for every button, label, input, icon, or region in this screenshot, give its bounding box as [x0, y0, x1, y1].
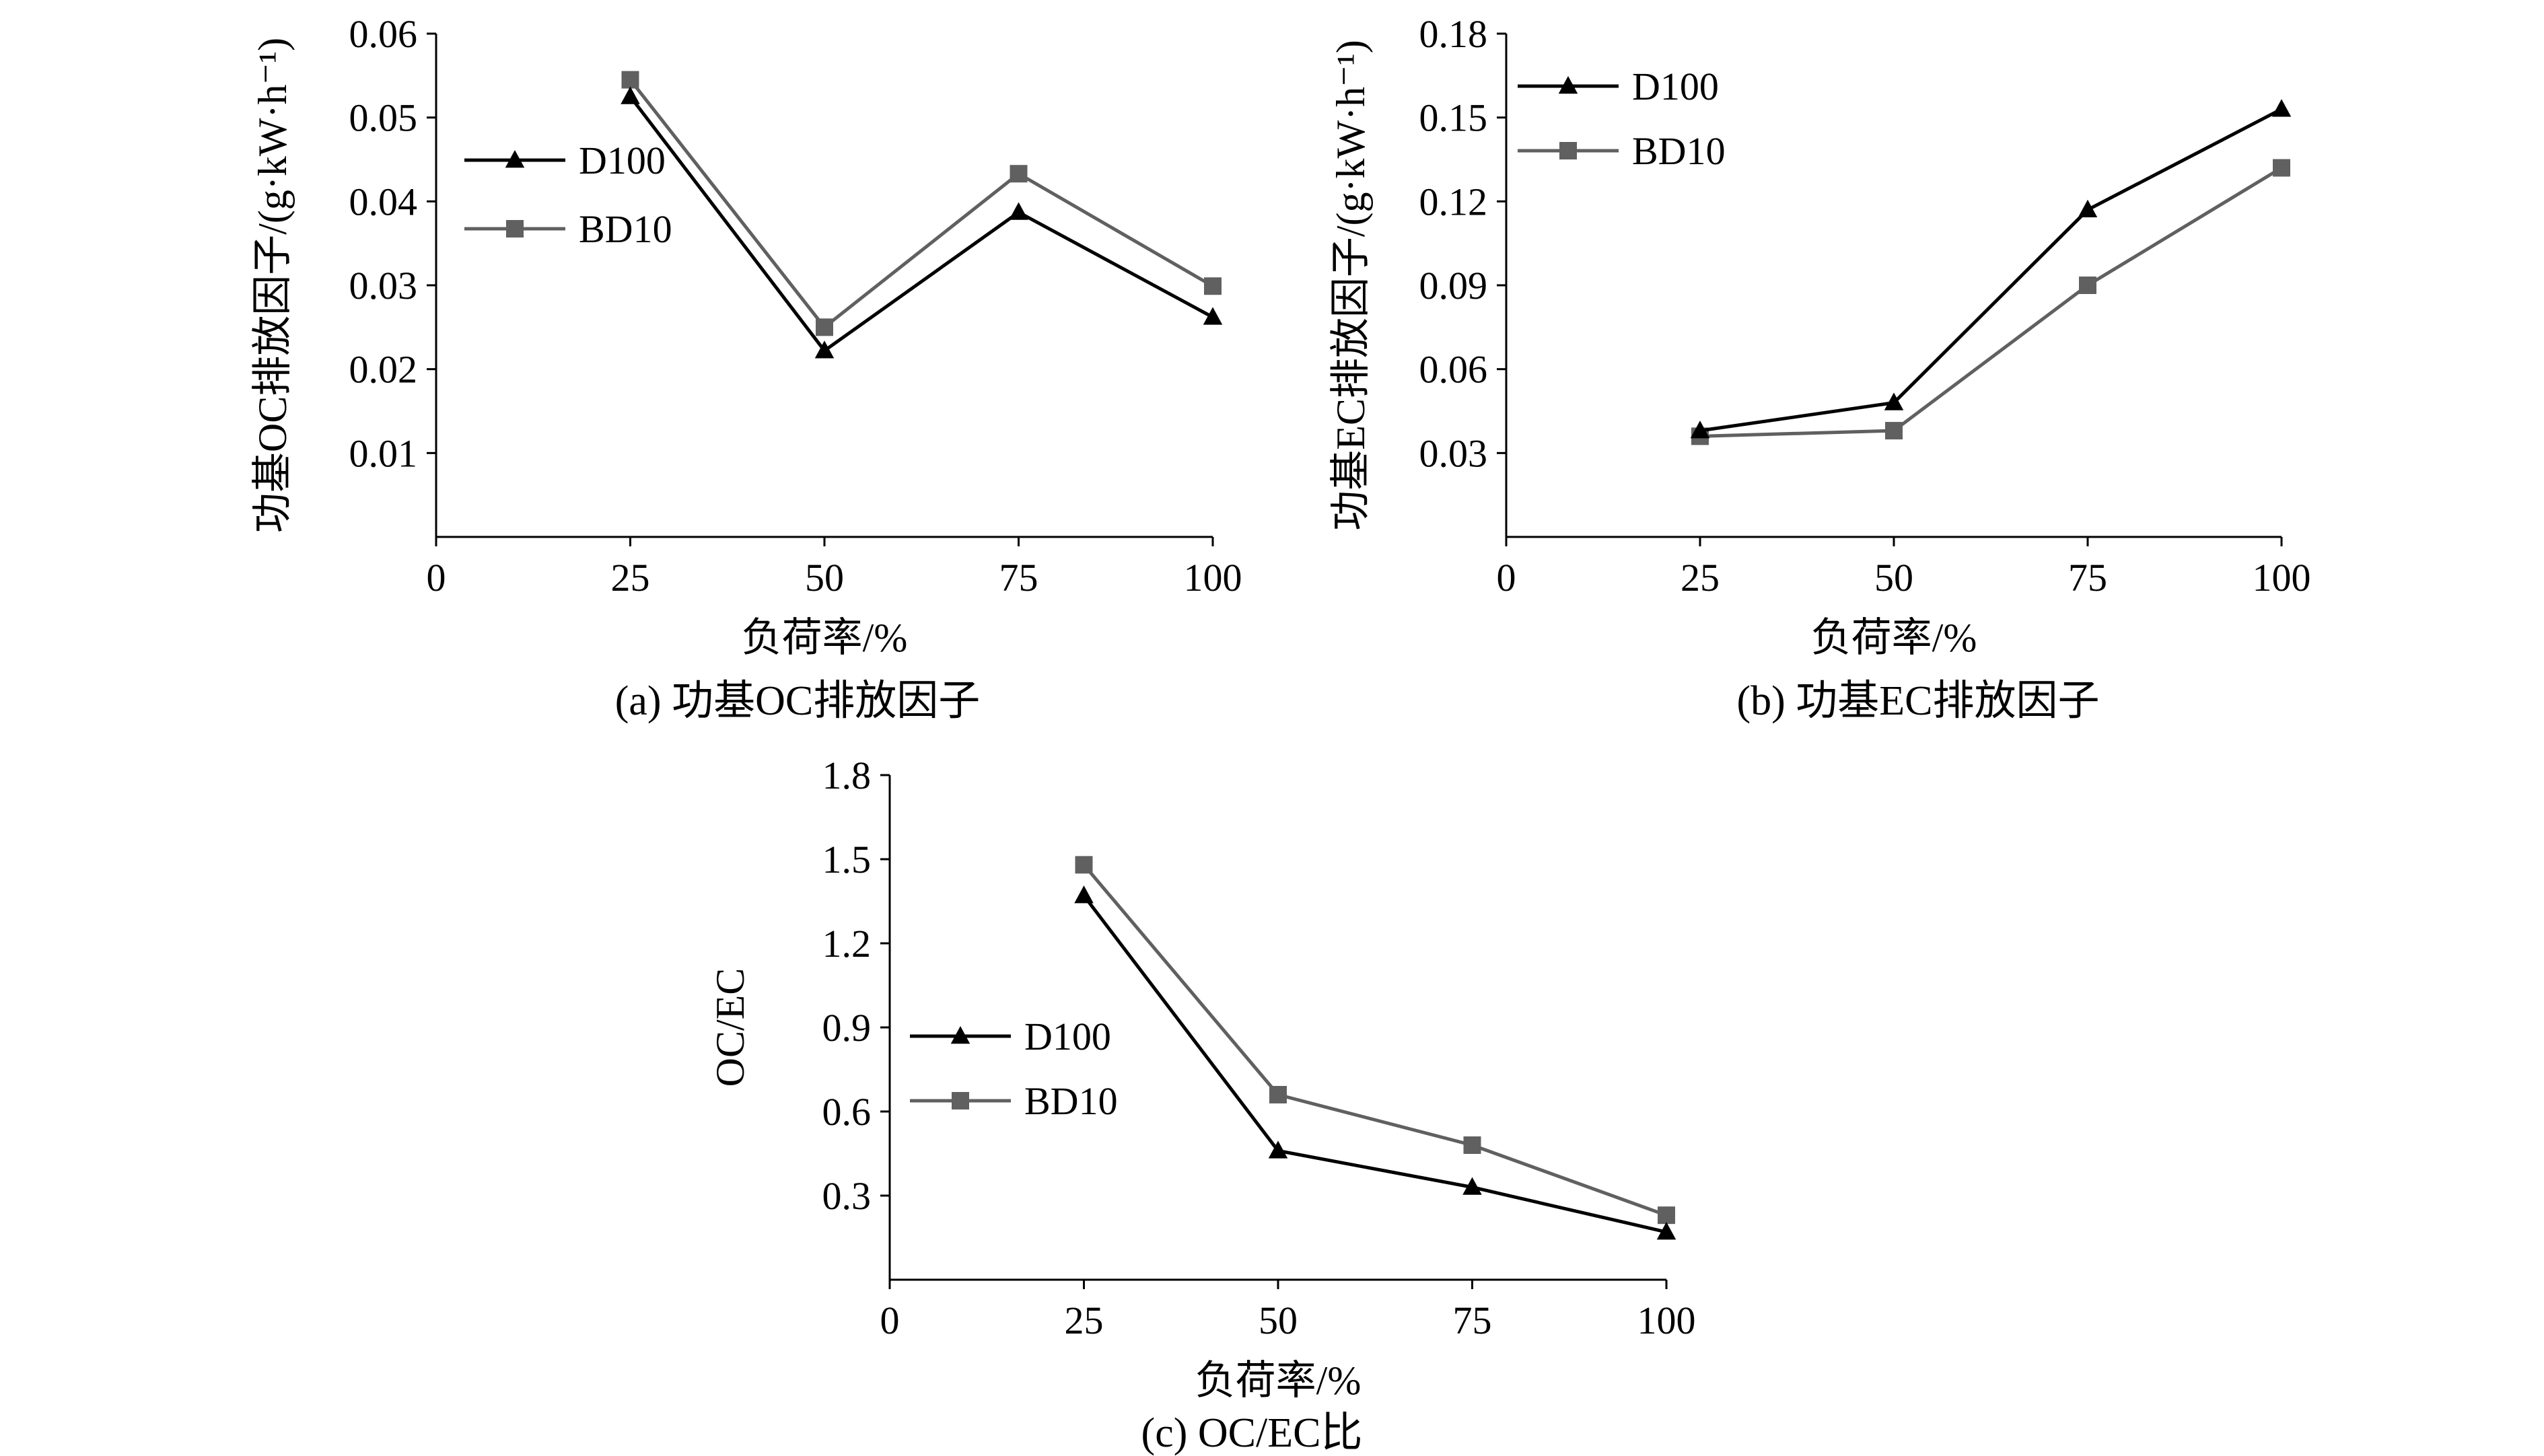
- data-point-bd10: [621, 71, 639, 89]
- y-tick-label: 0.06: [1419, 348, 1488, 392]
- series-bd10: [1691, 159, 2290, 445]
- data-point-bd10: [2079, 277, 2096, 294]
- data-point-bd10: [1010, 165, 1028, 183]
- y-tick-label: 0.3: [822, 1174, 872, 1218]
- data-point-d100: [1074, 885, 1094, 904]
- x-tick-label: 100: [2253, 556, 2311, 599]
- data-point-d100: [1884, 392, 1904, 410]
- legend-marker-bd10: [1559, 142, 1577, 159]
- series-line-d100: [1082, 894, 1667, 1234]
- x-tick-label: 50: [1259, 1299, 1298, 1342]
- x-axis-title: 负荷率/%: [1195, 1358, 1362, 1403]
- legend-marker-d100: [1558, 76, 1578, 94]
- chart-a: 0.01 0.02 0.03 0.04 0.05 0.06 0 25 50 75 100 负荷率/% 功…: [250, 12, 1242, 724]
- y-tick-label: 0.03: [1419, 431, 1488, 475]
- x-tick-label: 75: [2068, 556, 2107, 599]
- data-point-d100: [1268, 1140, 1288, 1159]
- series-d100: [1690, 99, 2292, 439]
- x-tick-label: 0: [427, 556, 446, 599]
- chart-c: 0.3 0.6 0.9 1.2 1.5 1.8 0 25 50 75 100 负荷率/% OC/EC (c…: [708, 754, 1696, 1456]
- series-line-d100: [1699, 107, 2283, 433]
- data-point-d100: [1462, 1177, 1482, 1195]
- legend-marker-bd10: [506, 220, 524, 238]
- y-axis-title: 功基EC排放因子/(g·kW·h⁻¹): [1329, 40, 1373, 531]
- series-line-bd10: [629, 79, 1214, 330]
- legend-marker-d100: [505, 150, 525, 168]
- y-tick-label: 0.12: [1419, 180, 1488, 223]
- data-point-d100: [621, 86, 640, 104]
- data-point-bd10: [1463, 1136, 1481, 1154]
- legend: D100 BD10: [910, 1015, 1118, 1123]
- data-point-d100: [2078, 199, 2098, 218]
- y-tick-label: 1.5: [822, 838, 872, 881]
- y-tick-label: 0.05: [349, 96, 418, 140]
- x-tick-label: 100: [1637, 1299, 1696, 1342]
- data-point-bd10: [1269, 1086, 1287, 1103]
- series-line-d100: [629, 95, 1214, 353]
- data-point-d100: [814, 340, 835, 359]
- chart-caption: (a) 功基OC排放因子: [615, 678, 980, 724]
- x-tick-label: 50: [1874, 556, 1913, 599]
- legend-label-d100: D100: [579, 139, 666, 182]
- series-bd10: [621, 71, 1222, 336]
- y-tick-label: 1.2: [822, 922, 872, 966]
- legend-label-bd10: BD10: [1024, 1079, 1118, 1123]
- data-point-bd10: [1204, 277, 1222, 295]
- data-point-d100: [1203, 307, 1223, 325]
- y-tick-label: 1.8: [822, 754, 872, 797]
- y-tick-label: 0.6: [822, 1090, 872, 1134]
- legend: D100 BD10: [1518, 65, 1726, 173]
- x-axis-title: 负荷率/%: [1811, 616, 1977, 660]
- x-tick-label: 75: [1453, 1299, 1492, 1342]
- y-axis-title: 功基OC排放因子/(g·kW·h⁻¹): [250, 38, 295, 533]
- legend-marker-d100: [950, 1026, 970, 1044]
- legend: D100 BD10: [464, 139, 672, 251]
- chart-b: 0.03 0.06 0.09 0.12 0.15 0.18 0 25 50 75 100 负荷率/% 功…: [1329, 12, 2311, 724]
- y-tick-label: 0.09: [1419, 264, 1488, 307]
- series-d100: [1074, 885, 1676, 1240]
- data-point-d100: [1656, 1222, 1676, 1240]
- y-tick-label: 0.9: [822, 1006, 872, 1050]
- chart-caption: (c) OC/EC比: [1141, 1410, 1363, 1456]
- x-tick-label: 25: [1681, 556, 1720, 599]
- legend-label-bd10: BD10: [579, 207, 672, 251]
- data-point-d100: [2271, 99, 2292, 117]
- legend-label-d100: D100: [1632, 65, 1719, 108]
- y-tick-label: 0.01: [349, 431, 418, 475]
- x-tick-label: 25: [1065, 1299, 1104, 1342]
- data-point-bd10: [1075, 856, 1093, 874]
- y-tick-label: 0.04: [349, 180, 418, 223]
- x-tick-label: 0: [880, 1299, 900, 1342]
- x-tick-label: 50: [805, 556, 844, 599]
- x-tick-label: 25: [611, 556, 650, 599]
- series-d100: [621, 86, 1223, 359]
- legend-marker-bd10: [952, 1092, 969, 1109]
- y-tick-label: 0.06: [349, 12, 418, 56]
- series-line-bd10: [1082, 863, 1667, 1217]
- series-line-bd10: [1699, 166, 2283, 438]
- y-tick-label: 0.02: [349, 348, 418, 392]
- y-tick-label: 0.18: [1419, 12, 1488, 56]
- x-tick-label: 100: [1184, 556, 1242, 599]
- data-point-bd10: [816, 318, 833, 336]
- data-point-bd10: [1658, 1206, 1675, 1225]
- x-axis-title: 负荷率/%: [742, 616, 908, 660]
- x-tick-label: 0: [1497, 556, 1516, 599]
- series-bd10: [1075, 856, 1675, 1225]
- chart-caption: (b) 功基EC排放因子: [1736, 678, 2099, 724]
- data-point-d100: [1009, 202, 1028, 220]
- x-tick-label: 75: [999, 556, 1038, 599]
- y-tick-label: 0.03: [349, 264, 418, 307]
- legend-label-d100: D100: [1024, 1015, 1111, 1058]
- legend-label-bd10: BD10: [1632, 129, 1726, 173]
- data-point-bd10: [1885, 422, 1903, 440]
- y-tick-label: 0.15: [1419, 96, 1488, 140]
- y-axis-title: OC/EC: [708, 968, 752, 1087]
- data-point-d100: [1690, 421, 1710, 439]
- data-point-bd10: [2273, 159, 2290, 177]
